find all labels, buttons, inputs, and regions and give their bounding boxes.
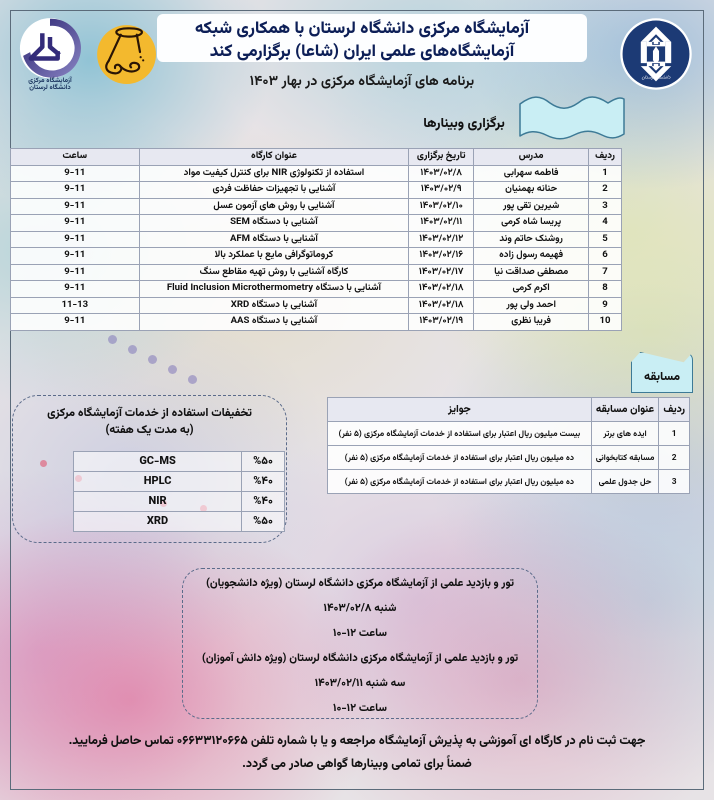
- svg-text:دانشگاه لرستان: دانشگاه لرستان: [29, 82, 71, 92]
- svg-text:دانشگاه لرستان: دانشگاه لرستان: [642, 73, 672, 81]
